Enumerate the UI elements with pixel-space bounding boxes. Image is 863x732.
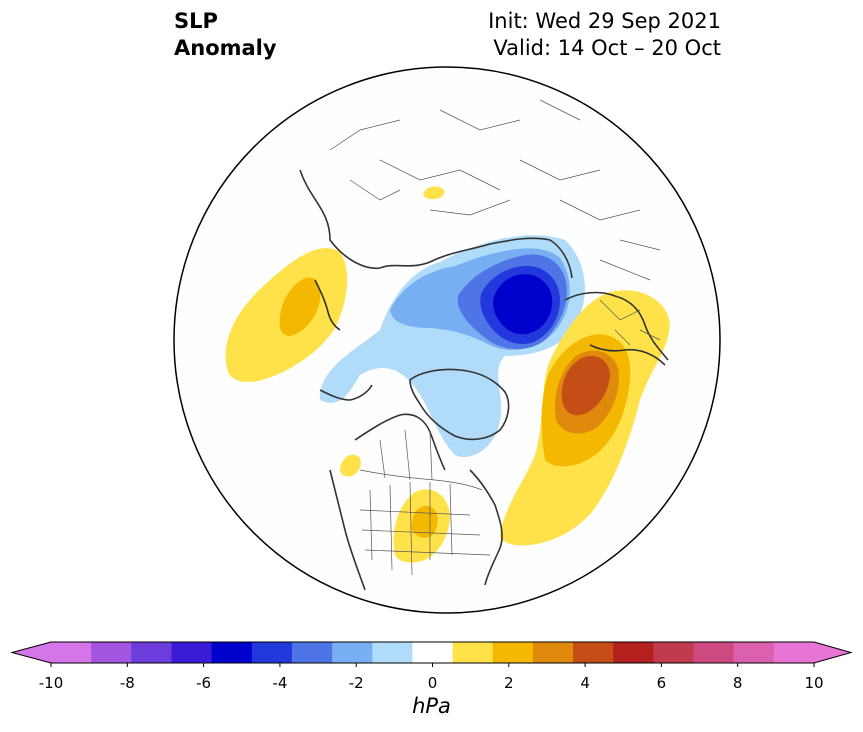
colorbar-swatch (51, 642, 92, 663)
colorbar-tick-label: 8 (733, 674, 743, 692)
colorbar-unit-label: hPa (412, 694, 451, 718)
eurasia-coast (299, 169, 573, 279)
greenland-coast (409, 368, 510, 441)
colorbar-swatch (251, 642, 293, 663)
valid-range: Valid: 14 Oct – 20 Oct (493, 36, 721, 60)
title-slp: SLP (174, 9, 218, 33)
mediterranean-coast (589, 344, 666, 366)
colorbar-swatch (613, 642, 654, 663)
north-america-high-2hpa (411, 505, 438, 538)
coastlines (299, 169, 669, 591)
colorbar-tick-label: -4 (272, 674, 287, 692)
colorbar-over-arrow (814, 642, 851, 663)
init-date: Init: Wed 29 Sep 2021 (488, 9, 721, 33)
colorbar-tick-label: -2 (349, 674, 364, 692)
colorbar-swatch (372, 642, 413, 663)
japan-coast (314, 279, 341, 331)
colorbar-under-arrow (12, 642, 51, 663)
us-state-lines (359, 481, 491, 576)
polar-map (173, 66, 721, 614)
colorbar-tick-label: 6 (657, 674, 667, 692)
low-anomaly-5hpa (493, 274, 553, 335)
colorbar-swatch (332, 642, 373, 663)
atlantic-high-4hpa (561, 356, 610, 416)
colorbar-swatch (412, 642, 454, 663)
colorbar-swatch (91, 642, 132, 663)
eurasia-borders (379, 159, 661, 281)
colorbar-tick-label: 10 (804, 674, 823, 692)
colorbar-tick-label: 0 (428, 674, 438, 692)
colorbar-tick-label: 2 (504, 674, 514, 692)
title-anomaly: Anomaly (174, 36, 277, 60)
us-canada-border (359, 469, 483, 491)
colorbar-swatch (171, 642, 213, 663)
canada-arctic-coast (354, 413, 446, 471)
colorbar-tick-label: -6 (196, 674, 211, 692)
anomaly-fields (225, 186, 670, 563)
colorbar-tick-label: -8 (120, 674, 135, 692)
colorbar-swatch (653, 642, 695, 663)
asia-borders (329, 99, 581, 201)
alaska-high-patch (339, 454, 361, 477)
europe-borders (599, 299, 661, 346)
colorbar-swatch (452, 642, 494, 663)
colorbar-swatch (773, 642, 815, 663)
map-title: SLP Anomaly (174, 8, 277, 62)
colorbar-swatch (291, 642, 333, 663)
colorbar-swatch (211, 642, 253, 663)
europe-coast (564, 291, 669, 361)
north-america-east-coast (469, 469, 503, 586)
colorbar-swatch (492, 642, 534, 663)
colorbar-swatch (573, 642, 614, 663)
north-america-west-coast (329, 469, 366, 591)
central-asia-high-patch (423, 186, 445, 200)
colorbar-swatch (733, 642, 775, 663)
political-borders (329, 99, 661, 576)
globe-boundary (173, 66, 721, 614)
colorbar-swatch (693, 642, 735, 663)
colorbar-swatch (532, 642, 574, 663)
colorbar: -10 -8 -6 -4 -2 0 2 4 6 8 10 (10, 641, 853, 692)
colorbar-swatch (131, 642, 172, 663)
canada-provinces (379, 429, 433, 481)
pacific-high-2hpa (279, 277, 321, 336)
colorbar-tick-label: 4 (580, 674, 590, 692)
forecast-dates: Init: Wed 29 Sep 2021 Valid: 14 Oct – 20… (488, 8, 721, 62)
alaska-coast (319, 384, 373, 401)
colorbar-tick-label: -10 (39, 674, 64, 692)
